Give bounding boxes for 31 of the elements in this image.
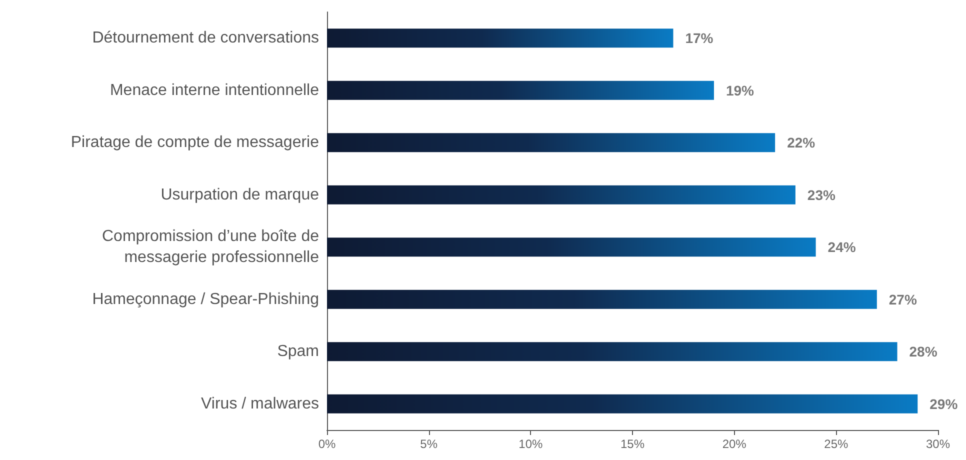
data-label: 28% bbox=[909, 344, 938, 360]
bar bbox=[327, 394, 918, 414]
y-tick-label: Virus / malwares bbox=[201, 395, 319, 412]
y-tick-label: Menace interne intentionnelle bbox=[110, 82, 320, 99]
data-label: 22% bbox=[787, 134, 816, 151]
y-tick-label: Hameçonnage / Spear-Phishing bbox=[92, 290, 319, 308]
x-tick-label: 15% bbox=[620, 437, 645, 451]
data-label: 27% bbox=[888, 291, 918, 308]
data-label: 24% bbox=[828, 239, 856, 256]
bar bbox=[327, 80, 714, 100]
data-label: 23% bbox=[807, 186, 836, 203]
data-label: 17% bbox=[685, 30, 714, 46]
bar bbox=[327, 28, 674, 48]
bar bbox=[327, 133, 776, 152]
bar bbox=[327, 290, 877, 309]
y-tick-label: Compromission d’une boîte de messagerie professionnelle bbox=[102, 228, 320, 266]
y-tick-label: Spam bbox=[277, 343, 319, 360]
bar bbox=[327, 185, 796, 204]
bar bbox=[327, 238, 816, 257]
x-tick-label: 10% bbox=[518, 437, 543, 451]
x-tick-label: 30% bbox=[926, 437, 950, 451]
y-tick-label: Détournement de conversations bbox=[92, 30, 319, 47]
x-tick-label: 5% bbox=[420, 437, 438, 451]
bar bbox=[327, 342, 898, 362]
x-tick-label: 25% bbox=[824, 437, 848, 451]
x-tick-label: 0% bbox=[318, 437, 336, 451]
x-tick-label: 20% bbox=[722, 437, 747, 451]
data-label: 19% bbox=[726, 82, 755, 98]
y-tick-label: Piratage de compte de messagerie bbox=[70, 134, 320, 152]
y-tick-label: Usurpation de marque bbox=[160, 186, 320, 204]
data-label: 29% bbox=[930, 396, 958, 412]
